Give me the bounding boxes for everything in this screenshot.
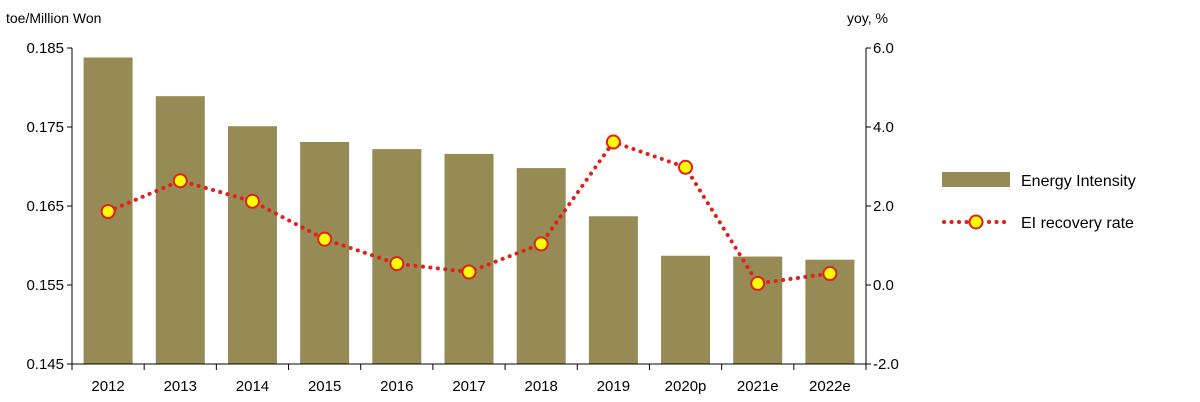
point-2020p <box>678 159 694 175</box>
x-tick-label: 2021e <box>737 378 779 395</box>
line-layer <box>100 134 838 291</box>
legend-label-energy-intensity: Energy Intensity <box>1021 173 1136 190</box>
point-2016 <box>389 256 405 272</box>
left-tick-label: 0.185 <box>26 40 64 57</box>
right-tick-label: 0.0 <box>873 277 894 294</box>
left-tick-label: 0.155 <box>26 277 64 294</box>
bar-2014 <box>227 126 277 365</box>
axes-layer: 0.145 0.155 0.165 0.175 0.185 -2.0 0.0 2.0 4.0 6.… <box>26 40 898 395</box>
right-tick-label: 6.0 <box>873 40 894 57</box>
left-tick-label: 0.175 <box>26 119 64 136</box>
x-tick-label: 2019 <box>597 378 630 395</box>
legend-swatch-energy-intensity <box>942 172 1010 187</box>
point-2018 <box>533 236 549 252</box>
bar-2020p <box>661 255 711 364</box>
point-2014 <box>244 193 260 209</box>
right-tick-label: -2.0 <box>873 356 899 373</box>
left-tick-label: 0.145 <box>26 356 64 373</box>
legend-label-ei-recovery-rate: EI recovery rate <box>1021 215 1134 232</box>
left-tick-label: 0.165 <box>26 198 64 215</box>
point-2012 <box>100 204 116 220</box>
right-axis-unit: yoy, % <box>847 10 888 26</box>
right-tick-label: 2.0 <box>873 198 894 215</box>
bar-2021e <box>733 256 783 364</box>
legend-marker-ei-recovery-rate <box>968 214 984 230</box>
point-2022e <box>822 266 838 282</box>
x-tick-label: 2016 <box>380 378 413 395</box>
x-tick-label: 2015 <box>308 378 341 395</box>
bar-2019 <box>588 216 638 364</box>
x-tick-label: 2017 <box>452 378 485 395</box>
bars-layer <box>83 57 855 365</box>
left-axis-unit: toe/Million Won <box>6 10 101 26</box>
x-tick-label: 2014 <box>236 378 269 395</box>
x-tick-label: 2018 <box>524 378 557 395</box>
point-2015 <box>317 231 333 247</box>
bar-2015 <box>300 142 350 364</box>
bar-2018 <box>516 168 566 364</box>
bar-2017 <box>444 153 494 364</box>
point-2019 <box>605 134 621 150</box>
point-2013 <box>172 173 188 189</box>
x-tick-label: 2022e <box>809 378 851 395</box>
x-tick-label: 2013 <box>164 378 197 395</box>
right-tick-label: 4.0 <box>873 119 894 136</box>
x-tick-label: 2012 <box>91 378 124 395</box>
legend: Energy Intensity EI recovery rate <box>942 172 1136 232</box>
point-2021e <box>750 275 766 291</box>
bar-2013 <box>155 96 205 364</box>
point-2017 <box>461 264 477 280</box>
x-tick-label: 2020p <box>665 378 707 395</box>
